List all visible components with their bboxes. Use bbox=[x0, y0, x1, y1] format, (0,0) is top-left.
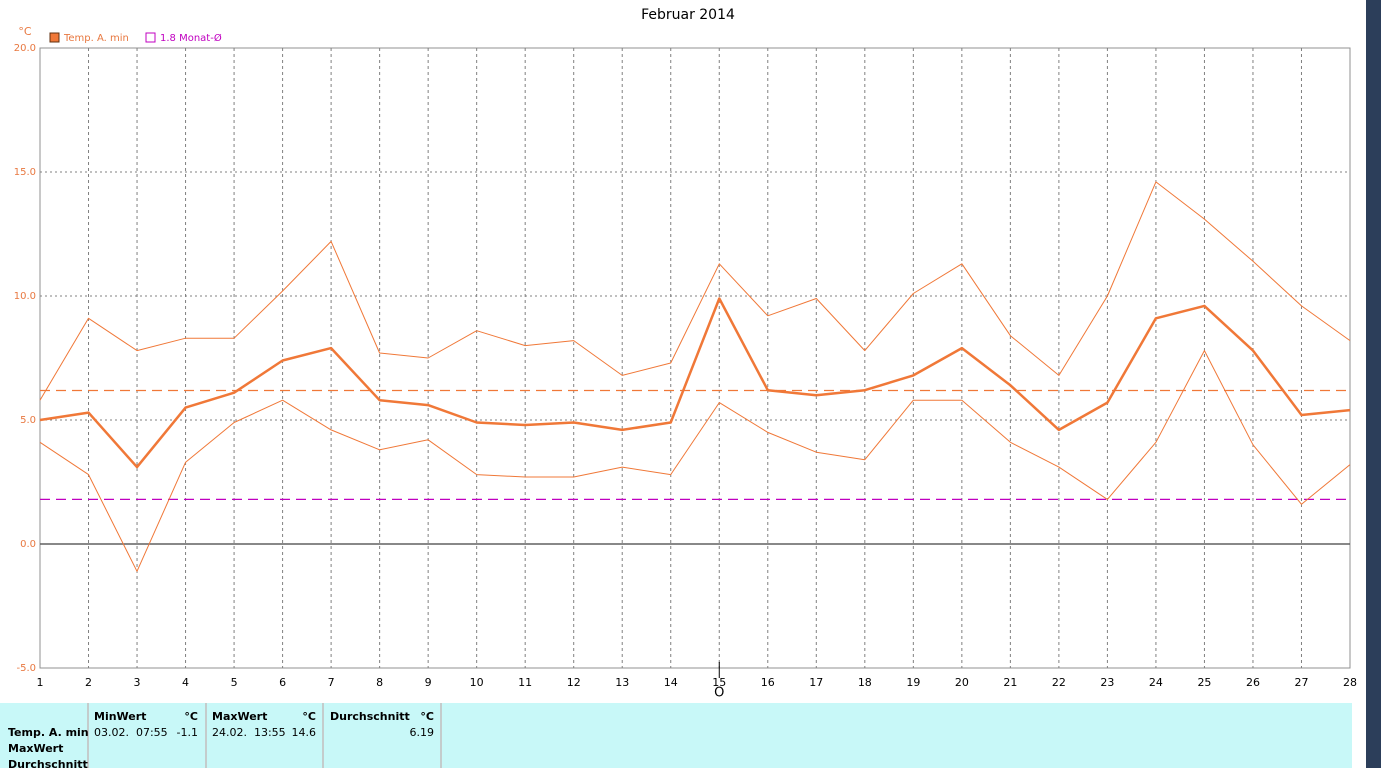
x-tick-label: 21 bbox=[1003, 676, 1017, 689]
legend-label: Temp. A. min bbox=[63, 33, 129, 44]
x-tick-label: 7 bbox=[328, 676, 335, 689]
x-tick-label: 10 bbox=[470, 676, 484, 689]
x-tick-label: 18 bbox=[858, 676, 872, 689]
x-tick-label: 14 bbox=[664, 676, 678, 689]
x-tick-label: 20 bbox=[955, 676, 969, 689]
legend-swatch bbox=[49, 32, 60, 43]
y-unit: °C bbox=[18, 25, 32, 38]
window-edge bbox=[1366, 0, 1381, 768]
row-label: MaxWert bbox=[8, 742, 63, 755]
x-tick-label: 19 bbox=[906, 676, 920, 689]
legend-label: 1.8 Monat-Ø bbox=[160, 32, 222, 44]
row-label: Durchschnitt bbox=[8, 758, 88, 768]
y-tick-label: 10.0 bbox=[14, 291, 36, 302]
cursor-label: O bbox=[714, 686, 724, 701]
x-tick-label: 12 bbox=[567, 676, 581, 689]
series-line bbox=[39, 297, 1351, 469]
table-cell: 6.19 bbox=[410, 726, 435, 739]
x-tick-label: 27 bbox=[1294, 676, 1308, 689]
x-tick-label: 17 bbox=[809, 676, 823, 689]
y-tick-label: -5.0 bbox=[16, 663, 36, 674]
x-tick-label: 24 bbox=[1149, 676, 1163, 689]
table-cell: 03.02. 07:55 bbox=[94, 726, 168, 739]
table-panel bbox=[0, 703, 1352, 768]
series-line bbox=[39, 350, 1351, 572]
x-tick-label: 1 bbox=[37, 676, 44, 689]
x-tick-label: 6 bbox=[279, 676, 286, 689]
table-cell: 14.6 bbox=[292, 726, 317, 739]
table-header: MinWert bbox=[94, 710, 146, 723]
chart-title: Februar 2014 bbox=[641, 7, 735, 23]
series-line bbox=[39, 181, 1351, 401]
margin bbox=[1352, 0, 1366, 768]
y-tick-label: 0.0 bbox=[20, 539, 36, 550]
y-tick-label: 20.0 bbox=[14, 43, 36, 54]
table-cell: 24.02. 13:55 bbox=[212, 726, 286, 739]
x-tick-label: 23 bbox=[1100, 676, 1114, 689]
table-header: °C bbox=[420, 710, 434, 723]
x-tick-label: 2 bbox=[85, 676, 92, 689]
table-cell: -1.1 bbox=[177, 726, 198, 739]
x-tick-label: 11 bbox=[518, 676, 532, 689]
legend-swatch bbox=[145, 32, 156, 43]
table-header: MaxWert bbox=[212, 710, 267, 723]
table-header: °C bbox=[184, 710, 198, 723]
x-tick-label: 4 bbox=[182, 676, 189, 689]
x-tick-label: 13 bbox=[615, 676, 629, 689]
x-tick-label: 25 bbox=[1197, 676, 1211, 689]
y-tick-label: 5.0 bbox=[20, 415, 36, 426]
x-tick-label: 22 bbox=[1052, 676, 1066, 689]
x-tick-label: 28 bbox=[1343, 676, 1357, 689]
x-tick-label: 3 bbox=[134, 676, 141, 689]
row-label: Temp. A. min bbox=[8, 726, 89, 739]
x-tick-label: 9 bbox=[425, 676, 432, 689]
x-tick-label: 15 bbox=[712, 676, 726, 689]
y-tick-label: 15.0 bbox=[14, 167, 36, 178]
x-tick-label: 26 bbox=[1246, 676, 1260, 689]
x-tick-label: 16 bbox=[761, 676, 775, 689]
table-header: °C bbox=[302, 710, 316, 723]
x-tick-label: 8 bbox=[376, 676, 383, 689]
x-tick-label: 5 bbox=[231, 676, 238, 689]
table-header: Durchschnitt bbox=[330, 710, 410, 723]
